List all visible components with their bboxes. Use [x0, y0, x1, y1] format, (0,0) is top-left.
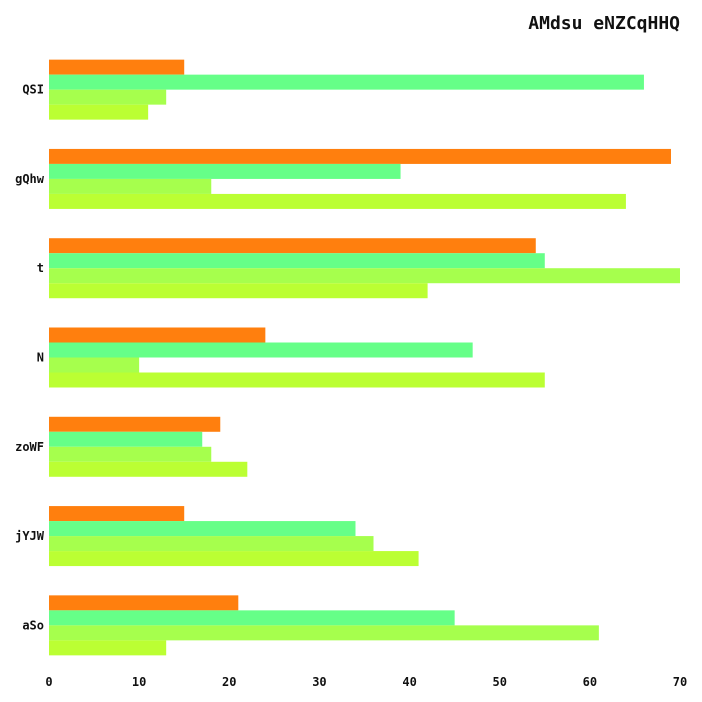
x-tick-label: 50 — [492, 675, 506, 689]
category-label: t — [37, 261, 44, 275]
bar-N-series-2 — [49, 342, 473, 358]
bar-N-series-1 — [49, 327, 266, 343]
bar-zoWF-series-1 — [49, 416, 221, 432]
bar-t-series-1 — [49, 238, 536, 254]
x-tick-label: 0 — [45, 675, 52, 689]
bars-layer — [49, 59, 680, 656]
category-label: gQhw — [15, 172, 45, 186]
bar-t-series-4 — [49, 283, 428, 299]
bar-aSo-series-4 — [49, 640, 167, 656]
x-tick-label: 30 — [312, 675, 326, 689]
x-axis-ticks: 0 10 20 30 40 50 60 70 — [45, 675, 687, 689]
bar-aSo-series-2 — [49, 610, 455, 626]
bar-aSo-series-1 — [49, 595, 239, 611]
bar-jYJW-series-4 — [49, 551, 419, 567]
bar-jYJW-series-3 — [49, 536, 374, 552]
bar-N-series-3 — [49, 357, 140, 373]
category-label: QSI — [22, 83, 44, 97]
bar-zoWF-series-4 — [49, 461, 248, 477]
bar-jYJW-series-2 — [49, 521, 356, 537]
bar-N-series-4 — [49, 372, 545, 388]
bar-gQhw-series-1 — [49, 148, 671, 164]
bar-zoWF-series-3 — [49, 446, 212, 462]
bar-gQhw-series-4 — [49, 193, 626, 209]
bar-aSo-series-3 — [49, 625, 599, 641]
category-label: zoWF — [15, 440, 44, 454]
bar-t-series-2 — [49, 253, 545, 269]
chart-title: AMdsu eNZCqHHQ — [528, 13, 680, 34]
bar-jYJW-series-1 — [49, 506, 185, 522]
x-tick-label: 60 — [583, 675, 597, 689]
x-tick-label: 10 — [132, 675, 146, 689]
category-label: N — [37, 351, 44, 365]
category-label: jYJW — [15, 529, 45, 543]
bar-QSI-series-1 — [49, 59, 185, 75]
bar-QSI-series-4 — [49, 104, 149, 120]
x-tick-label: 20 — [222, 675, 236, 689]
bar-QSI-series-2 — [49, 74, 644, 90]
bar-t-series-3 — [49, 268, 680, 284]
bar-gQhw-series-3 — [49, 178, 212, 194]
bar-gQhw-series-2 — [49, 163, 401, 179]
x-tick-label: 40 — [402, 675, 416, 689]
x-tick-label: 70 — [673, 675, 687, 689]
bar-QSI-series-3 — [49, 89, 167, 105]
bar-zoWF-series-2 — [49, 431, 203, 447]
category-label: aSo — [22, 618, 44, 632]
